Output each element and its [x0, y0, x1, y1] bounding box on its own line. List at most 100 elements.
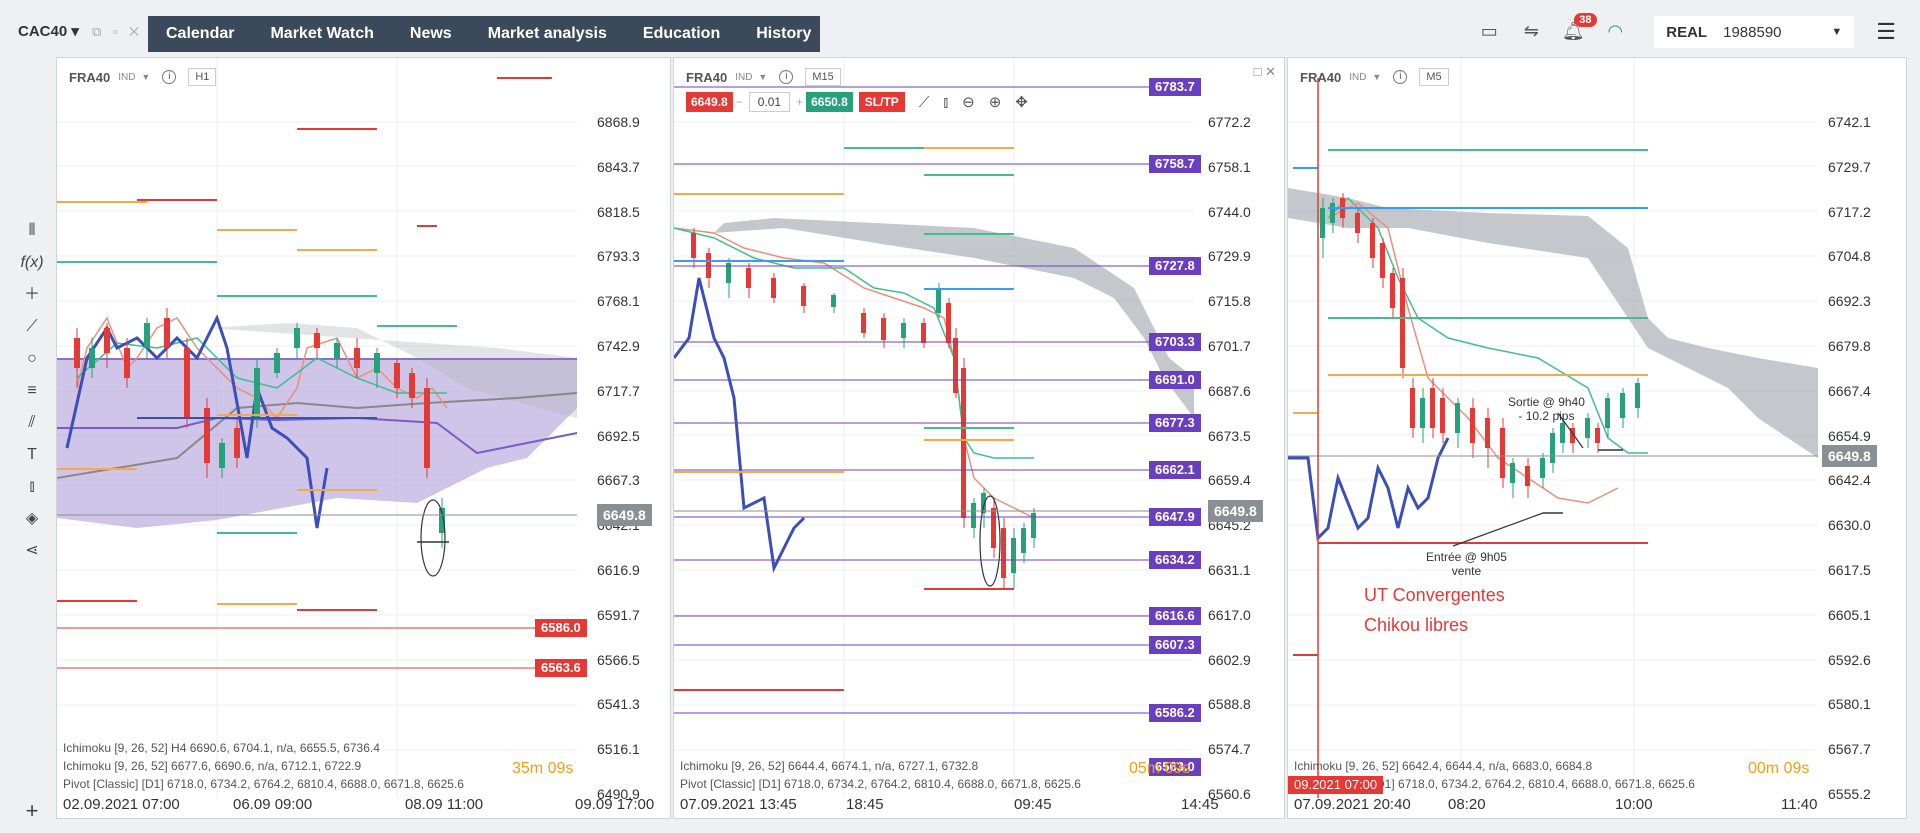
notification-badge: 38	[1574, 13, 1597, 27]
layers-icon[interactable]: ◈	[25, 510, 39, 527]
note-text: UT Convergentes Chikou libres	[1364, 580, 1505, 640]
candle-timer: 00m 09s	[1748, 760, 1809, 778]
pivot-level-tag: 6783.7	[1149, 78, 1201, 96]
info-icon[interactable]: i	[779, 70, 794, 84]
crosshair-icon[interactable]: ＋	[23, 286, 40, 303]
nav-history[interactable]: History	[756, 25, 812, 42]
indicator-legend[interactable]: Pivot [Classic] [D1] 6718.0, 6734.2, 676…	[1294, 777, 1695, 791]
price-tick: 6768.1	[597, 293, 640, 310]
sltp-button[interactable]: SL/TP	[858, 92, 905, 112]
chevron-down-icon[interactable]: ▼	[758, 72, 768, 82]
price-tick: 6818.5	[597, 203, 640, 220]
instrument-label[interactable]: FRA40	[69, 69, 111, 85]
account-selector[interactable]: REAL 1988590 ▼	[1654, 16, 1855, 48]
timer-seconds: 09s	[547, 760, 574, 777]
chart-canvas-2[interactable]	[674, 58, 1285, 819]
timer-minutes: 00m	[1748, 760, 1780, 777]
timeframe-selector[interactable]: M5	[1419, 68, 1449, 86]
lot-input[interactable]: 0.01	[748, 92, 791, 112]
function-icon[interactable]: f(x)	[20, 254, 44, 271]
note-line: UT Convergentes	[1364, 585, 1505, 605]
pivot-level-tag: 6703.3	[1149, 333, 1201, 351]
price-tick: 6541.3	[597, 696, 640, 713]
indicator-legend[interactable]: Pivot [Classic] [D1] 6718.0, 6734.2, 676…	[680, 777, 1081, 791]
candles-icon[interactable]: ⫾	[943, 93, 949, 111]
price-tick: 6591.7	[597, 606, 640, 623]
sell-button[interactable]: 6649.8	[686, 92, 733, 112]
main-nav: Calendar Market Watch News Market analys…	[148, 16, 820, 52]
price-tick: 6715.8	[1208, 293, 1251, 310]
timer-minutes: 05m	[1129, 760, 1161, 777]
fibonacci-icon[interactable]: ≡	[27, 382, 37, 399]
zoom-in-icon[interactable]: ⊕	[988, 94, 1002, 111]
chevron-down-icon[interactable]: ▼	[141, 72, 151, 82]
nav-news[interactable]: News	[409, 25, 452, 42]
menu-icon[interactable]: ☰	[1876, 19, 1896, 44]
bell-icon[interactable]: 🔔︎ 38	[1560, 13, 1597, 43]
price-tag-red: 6586.0	[535, 619, 587, 637]
nav-market-analysis[interactable]: Market analysis	[487, 25, 607, 42]
price-tick: 6602.9	[1208, 651, 1251, 668]
line-chart-icon[interactable]: ⟋	[918, 93, 930, 111]
current-price-tag: 6649.8	[597, 504, 652, 526]
timeframe-selector[interactable]: M15	[805, 68, 841, 86]
instrument-label[interactable]: FRA40	[686, 69, 728, 85]
text-tool-icon[interactable]: T	[27, 446, 37, 463]
price-tick: 6580.1	[1828, 696, 1871, 713]
x-axis-label: 10:00	[1615, 796, 1653, 813]
price-tag-red: 6563.6	[535, 659, 587, 677]
indicator-legend[interactable]: Ichimoku [9, 26, 52] 6644.4, 6674.1, n/a…	[680, 759, 979, 773]
price-tick: 6616.9	[597, 562, 640, 578]
window-controls[interactable]: □ ✕	[1253, 64, 1276, 79]
zoom-out-icon[interactable]: ⊖	[962, 94, 975, 111]
x-axis-label: 02.09.2021 07:00	[63, 796, 180, 813]
price-tick: 6592.6	[1828, 651, 1871, 668]
indicator-legend[interactable]: Ichimoku [9, 26, 52] 6642.4, 6644.4, n/a…	[1294, 759, 1593, 773]
window-controls[interactable]: ⧉ ▫ ✕	[92, 24, 144, 39]
x-axis-label: 08:20	[1448, 796, 1486, 813]
x-axis-label: 18:45	[846, 796, 884, 813]
chevron-down-icon[interactable]: ▼	[1372, 72, 1382, 82]
deposit-icon[interactable]: ⇋	[1523, 21, 1539, 41]
line-tool-icon[interactable]: ⟋	[26, 318, 38, 335]
timer-seconds: 09s	[1164, 760, 1191, 777]
nav-education[interactable]: Education	[642, 25, 721, 42]
ind-label: IND	[1349, 71, 1367, 83]
x-axis-label: 07.09.2021 20:40	[1294, 796, 1411, 813]
indicators-icon[interactable]: ⫾	[29, 478, 35, 495]
nav-calendar[interactable]: Calendar	[166, 25, 235, 42]
add-chart-button[interactable]: +	[25, 798, 39, 823]
minus-button[interactable]: −	[735, 95, 743, 109]
bars-icon[interactable]: ⦀	[28, 222, 36, 239]
info-icon[interactable]: i	[1393, 70, 1408, 84]
chart-canvas-3[interactable]	[1288, 58, 1907, 819]
share-icon[interactable]: ⋖	[25, 542, 39, 559]
instrument-label[interactable]: FRA40	[1300, 69, 1342, 85]
chart-panel-h1[interactable]: FRA40 IND ▼ i H1 6868.9 6843.7 6818.5 6793.…	[56, 57, 671, 819]
price-tick: 6659.4	[1208, 472, 1251, 489]
chevron-down-icon: ▼	[1831, 26, 1843, 38]
indicator-legend[interactable]: Ichimoku [9, 26, 52] 6677.6, 6690.6, n/a…	[63, 759, 362, 773]
pitchfork-icon[interactable]: ⫽	[28, 414, 36, 431]
indicator-legend[interactable]: Pivot [Classic] [D1] 6718.0, 6734.2, 676…	[63, 777, 464, 791]
wifi-icon: ◠	[1607, 21, 1624, 41]
chart-canvas-1[interactable]	[57, 58, 671, 819]
circle-tool-icon[interactable]: ○	[27, 350, 37, 367]
indicator-legend[interactable]: Ichimoku [9, 26, 52] H4 6690.6, 6704.1, …	[63, 741, 380, 755]
move-icon[interactable]: ✥	[1015, 94, 1028, 111]
exit-annotation: Sortie @ 9h40- 10.2 pips	[1508, 395, 1585, 423]
price-tick: 6673.5	[1208, 427, 1251, 444]
chart-panel-m15[interactable]: FRA40 IND ▼ i M15 □ ✕ 6649.8 − 0.01 + 66…	[673, 57, 1285, 819]
symbol-selector[interactable]: CAC40 ▾	[18, 23, 79, 40]
info-icon[interactable]: i	[162, 70, 177, 84]
plus-button[interactable]: +	[796, 95, 804, 109]
layout-icon[interactable]: ▭	[1480, 21, 1498, 41]
timeframe-selector[interactable]: H1	[188, 68, 217, 86]
price-tick: 6588.8	[1208, 696, 1251, 713]
pivot-level-tag: 6586.2	[1149, 704, 1201, 722]
chart-panel-m5[interactable]: FRA40 IND ▼ i M5 6742.1 6729.7 6717.2 6704.…	[1287, 57, 1907, 819]
buy-button[interactable]: 6650.8	[806, 92, 853, 112]
note-line: Chikou libres	[1364, 615, 1469, 635]
pivot-level-tag: 6758.7	[1149, 155, 1201, 173]
nav-market-watch[interactable]: Market Watch	[270, 25, 374, 42]
